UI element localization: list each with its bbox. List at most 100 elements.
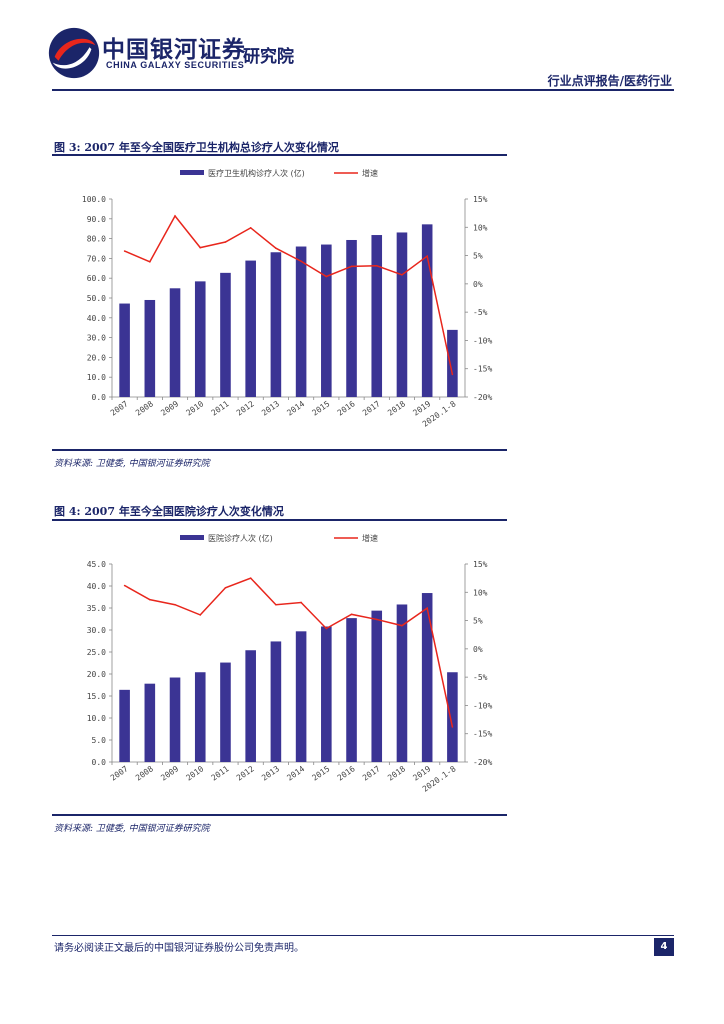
legend-bar-swatch <box>180 170 204 175</box>
header-divider <box>52 89 674 91</box>
y-right-tick-label: 5% <box>473 617 483 626</box>
bar <box>194 672 206 762</box>
bar <box>421 593 433 762</box>
growth-point <box>401 624 403 627</box>
y-right-tick-label: 0% <box>473 280 483 289</box>
growth-point <box>123 584 126 587</box>
growth-point <box>224 241 227 243</box>
y-left-tick-label: 5.0 <box>92 736 107 745</box>
growth-point <box>174 215 176 217</box>
growth-point <box>224 586 227 589</box>
growth-point <box>350 613 353 616</box>
figure-4-title: 图 4: 2007 年至今全国医院诊疗人次变化情况 <box>54 505 284 518</box>
y-right-tick-label: -15% <box>473 365 492 374</box>
growth-point <box>300 260 302 263</box>
legend-line-label: 增速 <box>362 168 378 178</box>
y-left-tick-label: 50.0 <box>87 294 106 303</box>
bar <box>270 641 282 762</box>
figure-3-source: 资料来源: 卫健委, 中国银河证券研究院 <box>54 459 210 469</box>
x-tick-label: 2009 <box>159 399 180 418</box>
growth-point <box>249 227 252 229</box>
growth-point <box>451 726 454 728</box>
x-tick-label: 2010 <box>184 764 205 783</box>
bar <box>169 677 181 762</box>
y-right-tick-label: 10% <box>473 223 488 232</box>
bar <box>371 235 383 397</box>
y-right-tick-label: 10% <box>473 588 488 597</box>
figure-3-title: 图 3: 2007 年至今全国医疗卫生机构总诊疗人次变化情况 <box>54 141 339 154</box>
bar <box>169 288 181 397</box>
growth-point <box>174 603 176 606</box>
figure-3-chart-svg: 医疗卫生机构诊疗人次 (亿) 增速 0.0 10.0 20.0 30.0 40.0 50.0 6… <box>82 168 493 429</box>
figure-4-chart: 医院诊疗人次 (亿) 增速 0.0 5.0 10.0 15.0 20.0 25.0 30.0 35… <box>52 522 507 812</box>
growth-line <box>124 577 454 728</box>
growth-point <box>300 601 302 604</box>
bar <box>321 244 332 397</box>
y-right-tick-label: 15% <box>473 195 488 204</box>
bar <box>396 604 408 762</box>
bar <box>144 683 156 762</box>
bar <box>119 689 130 762</box>
bar <box>270 252 282 397</box>
y-left-tick-label: 80.0 <box>87 235 106 244</box>
growth-point <box>426 607 428 609</box>
figure-4-source: 资料来源: 卫健委, 中国银河证券研究院 <box>54 824 210 834</box>
bar <box>245 260 256 397</box>
y-right-tick-label: 15% <box>473 560 488 569</box>
bar <box>447 672 458 762</box>
growth-point <box>451 373 454 376</box>
growth-point <box>249 577 252 579</box>
x-tick-label: 2007 <box>109 764 130 783</box>
x-tick-label: 2017 <box>361 764 382 783</box>
x-tick-label: 2018 <box>386 399 407 418</box>
footer-disclaimer: 请务必阅读正文最后的中国银河证券股份公司免责声明。 <box>54 943 304 954</box>
bar <box>346 239 357 397</box>
x-tick-label: 2013 <box>260 399 281 418</box>
growth-point <box>325 627 328 630</box>
y-left-tick-label: 15.0 <box>87 692 106 701</box>
y-left-tick-label: 60.0 <box>87 274 106 283</box>
x-tick-label: 2008 <box>134 399 155 418</box>
y-left-tick-label: 10.0 <box>87 714 106 723</box>
y-left-tick-label: 20.0 <box>87 353 106 362</box>
report-type: 行业点评报告/医药行业 <box>547 74 672 88</box>
brand-name-en: CHINA GALAXY SECURITIES <box>106 60 245 70</box>
bar <box>346 618 357 762</box>
x-tick-label: 2012 <box>235 399 256 418</box>
figure-3-top-rule <box>52 154 507 156</box>
bar <box>295 631 307 762</box>
growth-point <box>149 260 151 263</box>
y-left-tick-label: 90.0 <box>87 215 106 224</box>
y-left-tick-label: 40.0 <box>87 582 106 591</box>
x-tick-label: 2011 <box>210 764 231 783</box>
legend-bar-swatch <box>180 535 204 540</box>
figure-3-bottom-rule <box>52 449 507 451</box>
galaxy-logo-icon <box>48 27 100 79</box>
y-left-tick-label: 0.0 <box>92 758 107 767</box>
bar <box>295 246 307 397</box>
figure-4-top-rule <box>52 519 507 521</box>
y-left-tick-label: 20.0 <box>87 670 106 679</box>
growth-point <box>199 246 202 249</box>
x-tick-label: 2015 <box>311 399 332 418</box>
y-left-tick-label: 40.0 <box>87 314 106 323</box>
x-tick-label: 2014 <box>285 399 306 418</box>
x-tick-label: 2009 <box>159 764 180 783</box>
y-left-tick-label: 70.0 <box>87 254 106 263</box>
growth-line <box>124 214 454 375</box>
bar <box>245 650 256 762</box>
y-left-tick-label: 30.0 <box>87 626 106 635</box>
figure-4-bottom-rule <box>52 814 507 816</box>
bar <box>421 224 433 397</box>
chart-legend: 医疗卫生机构诊疗人次 (亿) 增速 <box>180 168 378 178</box>
x-tick-label: 2016 <box>336 399 357 418</box>
y-right-tick-label: -5% <box>473 308 488 317</box>
figure-4-chart-svg: 医院诊疗人次 (亿) 增速 0.0 5.0 10.0 15.0 20.0 25.0 30.0 35… <box>87 533 493 794</box>
x-tick-label: 2008 <box>134 764 155 783</box>
growth-point <box>325 275 328 278</box>
x-tick-label: 2018 <box>386 764 407 783</box>
y-right-tick-label: -20% <box>473 758 492 767</box>
figure-3-chart: 医疗卫生机构诊疗人次 (亿) 增速 0.0 10.0 20.0 30.0 40.0 50.0 6… <box>52 157 507 447</box>
legend-bar-label: 医院诊疗人次 (亿) <box>208 533 273 543</box>
bar <box>396 232 408 397</box>
